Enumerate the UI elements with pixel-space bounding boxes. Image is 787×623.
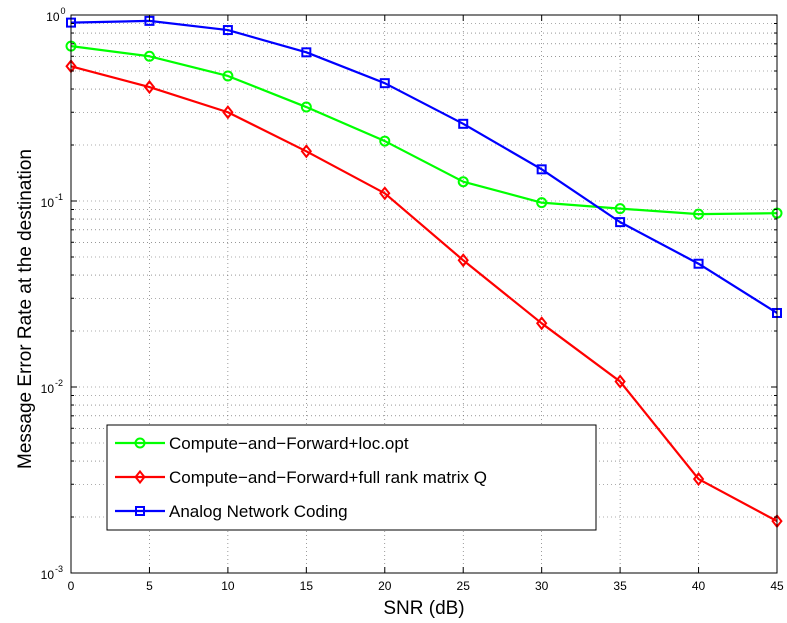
y-tick-label: 10 0 xyxy=(46,6,65,24)
series-line xyxy=(70,65,778,523)
legend-box xyxy=(106,424,597,531)
data-point-marker xyxy=(615,217,626,228)
legend-entry: Compute−and−Forward+loc.opt xyxy=(115,434,409,453)
data-point-marker xyxy=(535,316,548,331)
legend: Compute−and−Forward+loc.opt Compute−and−F… xyxy=(106,424,597,531)
x-axis-label: SNR (dB) xyxy=(383,598,464,619)
data-point-marker xyxy=(134,469,146,485)
data-point-marker xyxy=(300,144,313,159)
data-point-marker xyxy=(614,374,626,389)
y-tick-label: 10 -2 xyxy=(41,378,63,396)
series-circle xyxy=(65,40,783,220)
legend-label: Analog Network Coding xyxy=(169,502,348,521)
x-tick-label: 30 xyxy=(535,579,549,593)
data-point-marker xyxy=(457,253,469,268)
data-point-marker xyxy=(457,176,469,188)
legend-label: Compute−and−Forward+full rank matrix Q xyxy=(169,468,487,487)
data-point-marker xyxy=(300,101,312,113)
series-line xyxy=(70,19,778,314)
data-point-marker xyxy=(536,164,547,175)
data-point-marker xyxy=(222,25,233,36)
y-tick-base: 10 xyxy=(41,568,55,582)
axes-box xyxy=(70,14,778,574)
data-point-marker xyxy=(134,437,146,449)
y-tick-exponent: -1 xyxy=(55,192,63,202)
data-point-marker xyxy=(379,135,391,147)
data-point-marker xyxy=(135,506,145,516)
x-tick-label: 40 xyxy=(692,579,706,593)
series-layer xyxy=(65,15,783,529)
y-tick-base: 10 xyxy=(46,10,60,24)
y-tick-label: 10 -3 xyxy=(41,564,63,582)
axes-frame xyxy=(70,14,778,574)
data-point-marker xyxy=(458,118,469,129)
y-tick-exponent: -3 xyxy=(55,564,63,574)
data-point-marker xyxy=(379,186,391,201)
data-point-marker xyxy=(143,79,156,95)
x-tick-label: 0 xyxy=(68,579,75,593)
y-tick-label: 10 -1 xyxy=(41,192,63,210)
y-axis-label: Message Error Rate at the destination xyxy=(15,149,36,469)
data-point-marker xyxy=(143,50,155,62)
data-point-marker xyxy=(693,208,705,220)
legend-entry: Analog Network Coding xyxy=(115,502,348,521)
y-tick-base: 10 xyxy=(41,382,55,396)
x-tick-label: 15 xyxy=(300,579,314,593)
y-tick-base: 10 xyxy=(41,196,55,210)
data-point-marker xyxy=(222,105,234,120)
x-tick-label: 5 xyxy=(146,579,153,593)
y-tick-exponent: 0 xyxy=(61,6,66,16)
x-tick-label: 45 xyxy=(770,579,784,593)
legend-label: Compute−and−Forward+loc.opt xyxy=(169,434,409,453)
y-tick-exponent: -2 xyxy=(55,378,63,388)
data-point-marker xyxy=(536,197,548,209)
data-point-marker xyxy=(379,78,390,89)
x-tick-label: 10 xyxy=(221,579,235,593)
data-point-marker xyxy=(693,258,704,269)
data-point-marker xyxy=(614,203,626,215)
data-point-marker xyxy=(222,70,234,82)
x-tick-label: 20 xyxy=(378,579,392,593)
x-tick-labels: 0 5 10 15 20 25 30 35 40 45 xyxy=(68,579,784,593)
series-line xyxy=(70,45,778,216)
data-point-marker xyxy=(301,47,312,58)
data-point-marker xyxy=(692,471,705,487)
tick-marks xyxy=(70,14,778,574)
x-tick-label: 25 xyxy=(457,579,471,593)
legend-entry: Compute−and−Forward+full rank matrix Q xyxy=(115,468,487,487)
x-tick-label: 35 xyxy=(613,579,627,593)
